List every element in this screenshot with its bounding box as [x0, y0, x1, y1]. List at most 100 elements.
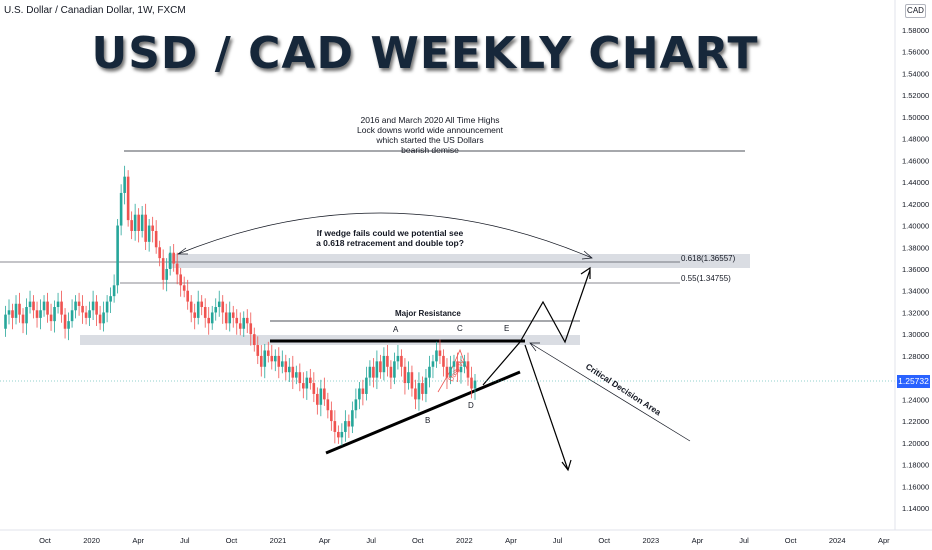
candle-up [340, 431, 344, 438]
time-tick-label: Oct [598, 536, 611, 545]
time-tick-label: Jul [739, 536, 749, 545]
candle-down [154, 230, 158, 248]
price-tick-label: 1.28000 [902, 352, 929, 361]
candle-down [277, 355, 281, 367]
wedge-line-1: If wedge fails could we potential see [316, 228, 464, 238]
candle-up [463, 361, 466, 367]
candle-down [379, 361, 382, 373]
candle-up [295, 372, 298, 378]
candle-down [414, 388, 417, 400]
candle-down [445, 366, 449, 378]
currency-badge[interactable]: CAD [905, 4, 926, 18]
fib-618-zone [168, 254, 750, 268]
candle-down [438, 350, 442, 356]
candle-down [316, 393, 319, 405]
time-axis: Oct 2020 Apr Jul Oct 2021 Apr Jul Oct 2022 Apr Jul O… [39, 536, 890, 545]
candle-up [28, 301, 32, 308]
candle-up [344, 421, 347, 432]
time-tick-label: 2022 [456, 536, 473, 545]
candle-up [288, 366, 291, 373]
double-top-arc [177, 212, 593, 259]
candle-up [4, 314, 7, 329]
candle-up [365, 377, 368, 394]
candle-down [245, 317, 249, 324]
candle-down [266, 350, 270, 356]
candle-down [400, 355, 403, 367]
candle-up [435, 350, 438, 362]
candle-up [165, 269, 168, 280]
candle-down [238, 323, 242, 329]
candle-up [393, 361, 396, 378]
candle-down [18, 303, 21, 315]
candle-up [147, 225, 151, 242]
time-tick-label: Apr [692, 536, 704, 545]
candle-down [337, 431, 340, 438]
candle-down [221, 301, 225, 313]
candle-down [98, 314, 102, 324]
candle-up [358, 388, 361, 400]
price-tick-label: 1.40000 [902, 222, 929, 231]
time-tick-label: Jul [366, 536, 376, 545]
candle-up [112, 285, 116, 297]
candle-down [158, 247, 161, 259]
time-tick-label: Oct [226, 536, 239, 545]
candle-up [407, 372, 410, 384]
price-tick-label: 1.38000 [902, 243, 929, 252]
candle-down [361, 388, 365, 394]
candle-up [280, 361, 284, 367]
candle-up [119, 192, 123, 226]
candle-down [161, 258, 165, 280]
candle-down [291, 366, 295, 378]
candle-up [105, 301, 109, 313]
candle-up [396, 355, 400, 362]
time-tick-label: 2021 [270, 536, 287, 545]
major-resistance-label: Major Resistance [395, 309, 461, 318]
candle-up [70, 310, 74, 322]
wedge-line-2: a 0.618 retracement and double top? [316, 238, 464, 248]
symbol-label: U.S. Dollar / Canadian Dollar, 1W, FXCM [4, 5, 186, 16]
candle-down [470, 377, 473, 389]
candle-up [196, 301, 200, 318]
candle-down [386, 355, 389, 367]
candle-up [133, 214, 137, 231]
candle-up [217, 301, 221, 308]
candle-down [60, 301, 63, 315]
daily-w-path [437, 348, 469, 393]
candle-down [95, 301, 98, 315]
time-tick-label: Apr [505, 536, 517, 545]
time-tick-label: Oct [412, 536, 425, 545]
candle-up [452, 361, 456, 367]
candle-down [63, 314, 67, 329]
candle-up [53, 307, 56, 322]
candle-down [137, 214, 140, 231]
candle-down [46, 301, 49, 315]
candle-down [77, 301, 81, 306]
bullish-projection [482, 269, 591, 386]
candle-up [39, 310, 42, 318]
candle-up [449, 366, 452, 378]
candle-down [11, 310, 14, 318]
candle-down [189, 301, 193, 313]
price-tick-label: 1.58000 [902, 26, 929, 35]
price-tick-label: 1.42000 [902, 200, 929, 209]
candle-up [428, 366, 431, 378]
candle-up [210, 312, 214, 324]
price-tick-label: 1.24000 [902, 395, 929, 404]
candle-down [249, 323, 253, 335]
candle-down [21, 314, 25, 324]
candle-up [14, 303, 18, 318]
candle-up [214, 307, 218, 313]
candle-down [224, 312, 228, 324]
candle-down [330, 410, 333, 422]
point-d-label: D [468, 401, 474, 410]
time-tick-label: 2023 [642, 536, 659, 545]
candle-up [424, 377, 428, 394]
time-tick-label: 2020 [83, 536, 100, 545]
candle-up [42, 301, 46, 311]
price-tick-label: 1.34000 [902, 287, 929, 296]
critical-decision-line [529, 342, 691, 442]
price-tick-label: 1.36000 [902, 265, 929, 274]
critical-arrowhead [529, 342, 540, 352]
time-tick-label: Oct [39, 536, 52, 545]
candle-down [231, 312, 235, 318]
